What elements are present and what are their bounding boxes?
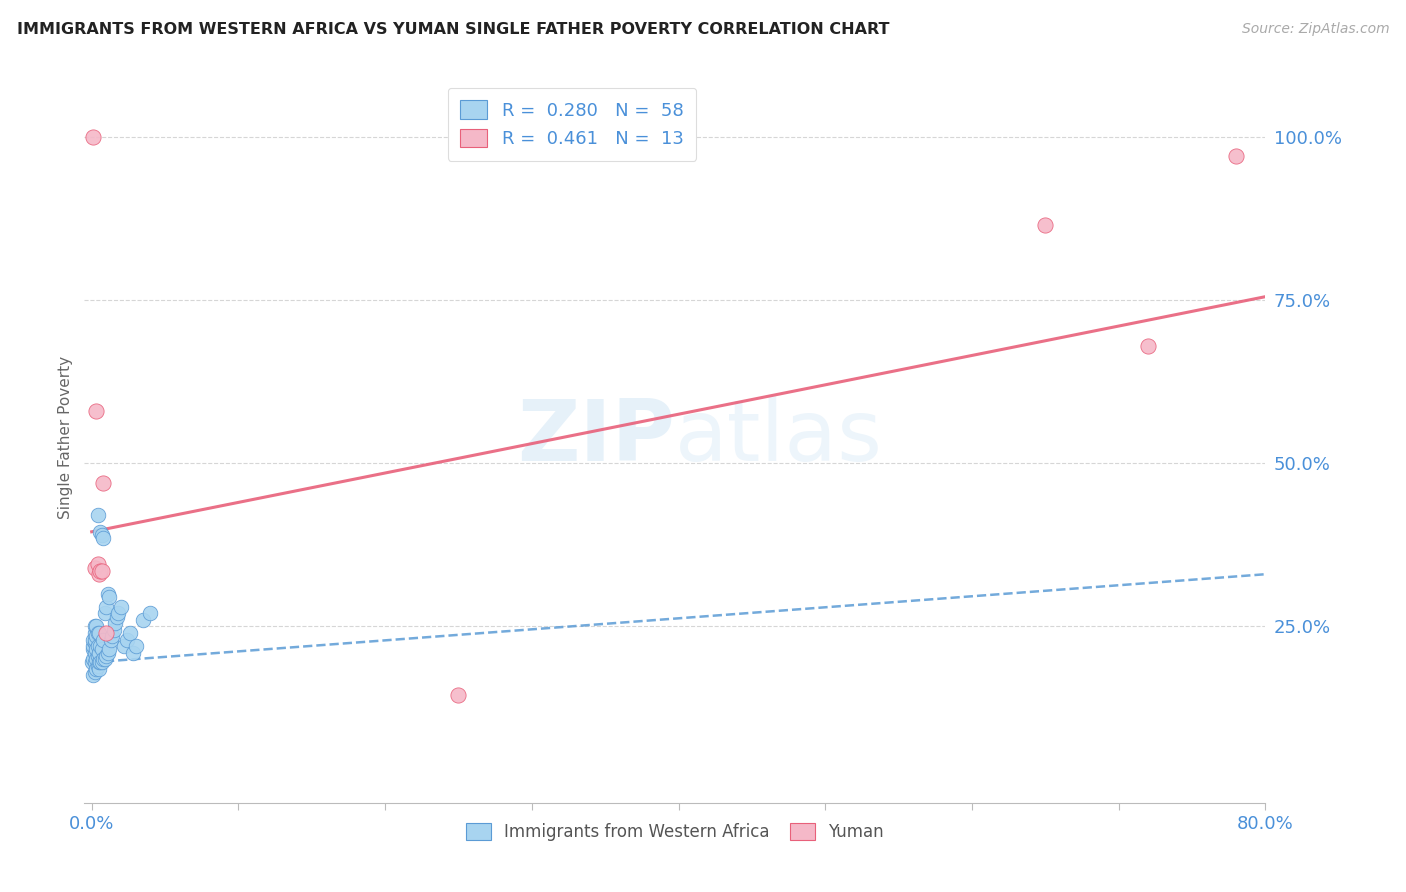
Point bbox=[104, 616, 127, 631]
Point bbox=[91, 564, 114, 578]
Point bbox=[97, 587, 120, 601]
Point bbox=[105, 609, 128, 624]
Point bbox=[447, 688, 470, 702]
Point bbox=[91, 642, 114, 657]
Point bbox=[93, 475, 115, 490]
Point bbox=[118, 626, 141, 640]
Point bbox=[93, 632, 115, 647]
Text: Source: ZipAtlas.com: Source: ZipAtlas.com bbox=[1241, 22, 1389, 37]
Legend: Immigrants from Western Africa, Yuman: Immigrants from Western Africa, Yuman bbox=[457, 814, 893, 849]
Point bbox=[125, 639, 148, 653]
Point bbox=[83, 626, 105, 640]
Point bbox=[84, 619, 107, 633]
Point bbox=[83, 619, 105, 633]
Point bbox=[98, 590, 121, 604]
Point bbox=[132, 613, 155, 627]
Point bbox=[83, 632, 105, 647]
Point bbox=[96, 599, 118, 614]
Point bbox=[86, 648, 108, 663]
Point bbox=[84, 662, 107, 676]
Point bbox=[87, 646, 110, 660]
Point bbox=[83, 636, 105, 650]
Point bbox=[83, 665, 105, 680]
Point bbox=[89, 524, 111, 539]
Point bbox=[84, 629, 107, 643]
Point bbox=[1033, 218, 1056, 232]
Point bbox=[84, 642, 107, 657]
Point bbox=[93, 531, 115, 545]
Point bbox=[91, 656, 114, 670]
Point bbox=[96, 648, 118, 663]
Point bbox=[83, 656, 105, 670]
Point bbox=[84, 652, 107, 666]
Point bbox=[83, 646, 105, 660]
Point bbox=[89, 564, 111, 578]
Point bbox=[100, 632, 122, 647]
Point bbox=[101, 629, 124, 643]
Point bbox=[103, 623, 125, 637]
Point bbox=[86, 658, 108, 673]
Text: ZIP: ZIP bbox=[517, 395, 675, 479]
Point bbox=[82, 642, 104, 657]
Point bbox=[98, 642, 121, 657]
Point bbox=[86, 626, 108, 640]
Point bbox=[82, 668, 104, 682]
Point bbox=[80, 656, 103, 670]
Point bbox=[1137, 338, 1160, 352]
Point bbox=[89, 639, 111, 653]
Point bbox=[82, 632, 104, 647]
Point bbox=[87, 656, 110, 670]
Point bbox=[112, 639, 135, 653]
Y-axis label: Single Father Poverty: Single Father Poverty bbox=[58, 356, 73, 518]
Point bbox=[84, 404, 107, 418]
Point bbox=[87, 567, 110, 582]
Point bbox=[87, 626, 110, 640]
Point bbox=[82, 129, 104, 144]
Point bbox=[97, 646, 120, 660]
Point bbox=[82, 639, 104, 653]
Point bbox=[1225, 149, 1247, 163]
Point bbox=[86, 508, 108, 523]
Point bbox=[82, 652, 104, 666]
Point bbox=[115, 632, 138, 647]
Point bbox=[91, 528, 114, 542]
Point bbox=[93, 652, 115, 666]
Point bbox=[83, 560, 105, 574]
Point bbox=[139, 607, 162, 621]
Point bbox=[96, 626, 118, 640]
Point bbox=[94, 607, 117, 621]
Point bbox=[89, 656, 111, 670]
Point bbox=[121, 646, 143, 660]
Point bbox=[87, 662, 110, 676]
Point bbox=[94, 652, 117, 666]
Point bbox=[110, 599, 132, 614]
Point bbox=[86, 639, 108, 653]
Point bbox=[107, 607, 129, 621]
Text: atlas: atlas bbox=[675, 395, 883, 479]
Text: IMMIGRANTS FROM WESTERN AFRICA VS YUMAN SINGLE FATHER POVERTY CORRELATION CHART: IMMIGRANTS FROM WESTERN AFRICA VS YUMAN … bbox=[17, 22, 890, 37]
Point bbox=[86, 558, 108, 572]
